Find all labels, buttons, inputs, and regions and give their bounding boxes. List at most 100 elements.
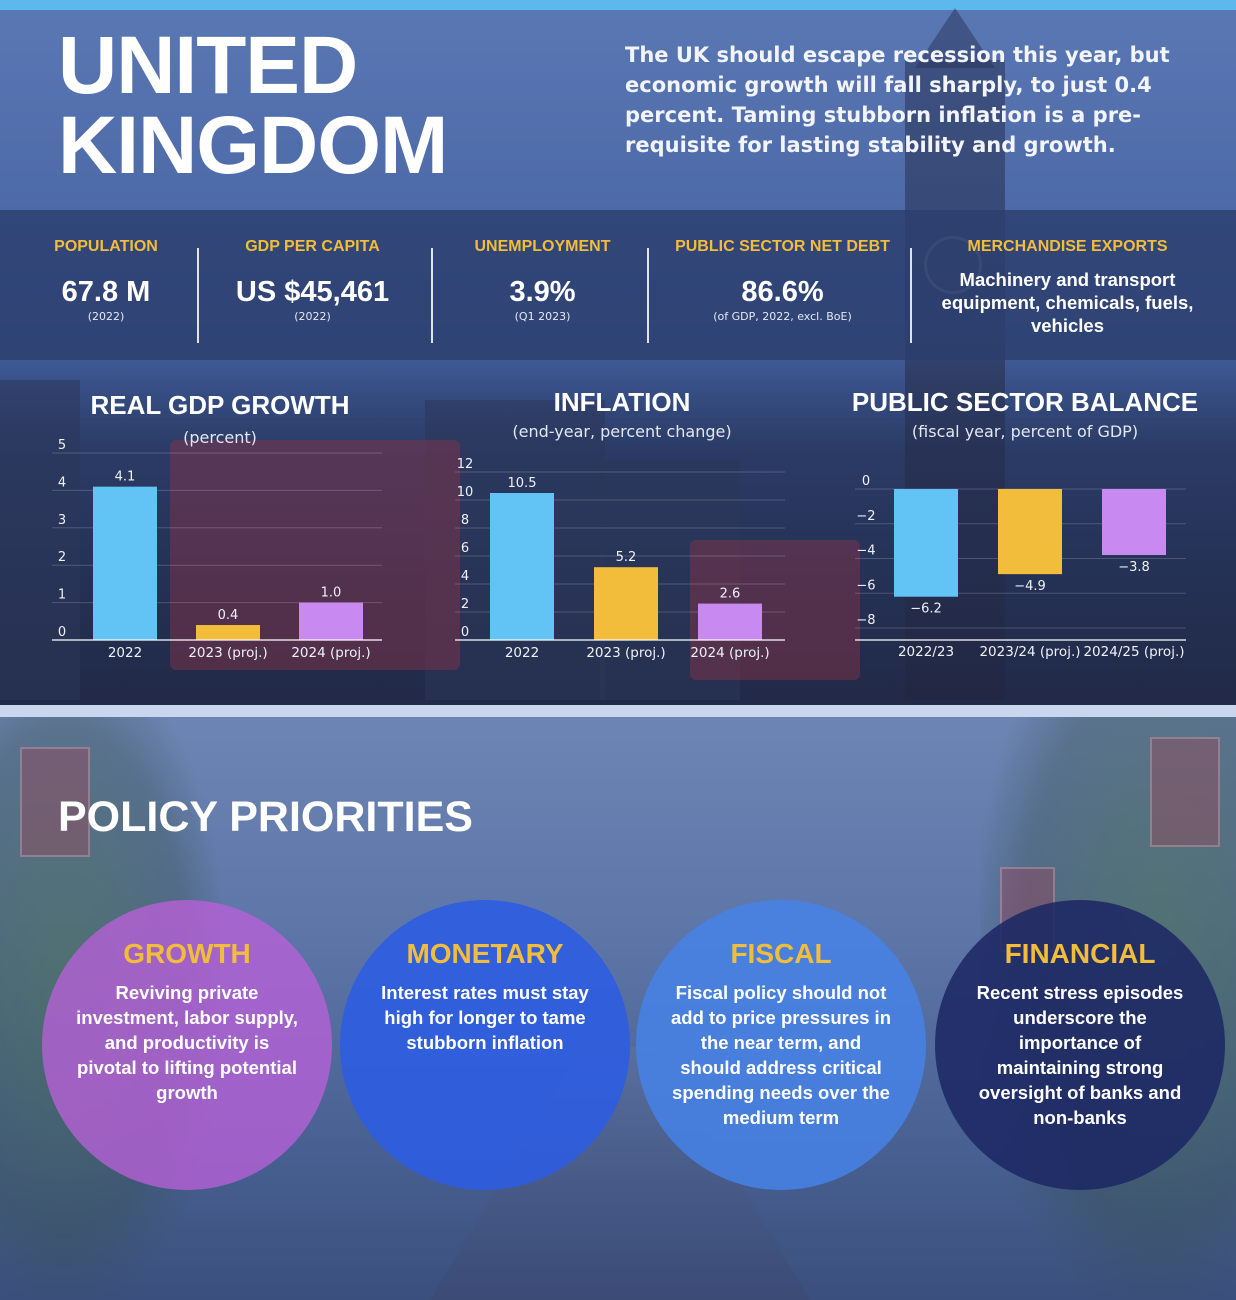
policy-text: Interest rates must stay high for longer… bbox=[381, 982, 589, 1053]
stat-note: (2022) bbox=[294, 310, 331, 323]
policy-section: POLICY PRIORITIES GROWTH Reviving privat… bbox=[0, 717, 1236, 1300]
y-tick-label: −2 bbox=[856, 509, 875, 524]
top-accent-stripe bbox=[0, 0, 1236, 10]
policy-heading: FINANCIAL bbox=[1004, 938, 1156, 969]
balance-chart-subtitle: (fiscal year, percent of GDP) bbox=[911, 422, 1139, 441]
stat-label: POPULATION bbox=[54, 238, 158, 255]
stat-divider bbox=[910, 248, 912, 343]
policy-heading: GROWTH bbox=[123, 938, 251, 969]
policy-heading: MONETARY bbox=[406, 938, 564, 969]
x-tick-label: 2024/25 (proj.) bbox=[1083, 644, 1184, 660]
x-tick-label: 2024 (proj.) bbox=[690, 645, 769, 661]
y-tick-label: 6 bbox=[461, 541, 469, 556]
bar-2024-proj- bbox=[299, 602, 363, 640]
stat-public-debt: PUBLIC SECTOR NET DEBT 86.6% (of GDP, 20… bbox=[660, 210, 905, 360]
x-tick-label: 2024 (proj.) bbox=[291, 645, 370, 661]
x-tick-label: 2023/24 (proj.) bbox=[979, 644, 1080, 660]
section-separator bbox=[0, 705, 1236, 717]
stat-label: GDP PER CAPITA bbox=[245, 238, 380, 255]
union-flag-decoration bbox=[20, 747, 90, 857]
union-flag-decoration bbox=[1150, 737, 1220, 847]
bar-2023-24-proj- bbox=[998, 489, 1062, 575]
stat-label: MERCHANDISE EXPORTS bbox=[967, 238, 1168, 255]
y-tick-label: −4 bbox=[856, 544, 875, 559]
data-label: 0.4 bbox=[218, 608, 239, 623]
bar-2022-23 bbox=[894, 489, 958, 597]
stat-divider bbox=[431, 248, 433, 343]
policy-text: Recent stress episodes underscore the im… bbox=[976, 982, 1184, 1128]
stat-note: (Q1 2023) bbox=[514, 310, 571, 323]
bar-2024-proj- bbox=[698, 603, 762, 640]
y-tick-label: −6 bbox=[856, 578, 875, 593]
y-tick-label: 12 bbox=[457, 457, 474, 472]
y-tick-label: 8 bbox=[461, 513, 469, 528]
stat-note: (of GDP, 2022, excl. BoE) bbox=[713, 310, 852, 323]
y-tick-label: 4 bbox=[461, 569, 469, 584]
inflation-chart-title: INFLATION bbox=[553, 387, 691, 417]
stat-note: (2022) bbox=[87, 310, 125, 323]
stat-value: US $45,461 bbox=[235, 276, 390, 308]
y-tick-label: 0 bbox=[461, 625, 469, 640]
y-tick-label: 0 bbox=[862, 474, 870, 489]
stat-exports: MERCHANDISE EXPORTS Machinery and transp… bbox=[935, 210, 1200, 360]
stat-population: POPULATION 67.8 M (2022) bbox=[30, 210, 182, 360]
y-tick-label: 2 bbox=[58, 550, 66, 565]
data-label: −6.2 bbox=[910, 602, 942, 617]
y-tick-label: 1 bbox=[58, 588, 66, 603]
header-section: UNITED KINGDOM The UK should escape rece… bbox=[0, 0, 1236, 705]
data-label: −3.8 bbox=[1118, 560, 1150, 575]
y-tick-label: 4 bbox=[58, 475, 66, 490]
y-tick-label: −8 bbox=[856, 613, 875, 628]
policy-text: Reviving private investment, labor suppl… bbox=[76, 982, 298, 1103]
stat-label: PUBLIC SECTOR NET DEBT bbox=[675, 238, 890, 255]
x-tick-label: 2023 (proj.) bbox=[586, 645, 665, 661]
title-line-2: KINGDOM bbox=[58, 100, 448, 191]
stat-value: 86.6% bbox=[741, 276, 824, 308]
y-tick-label: 5 bbox=[58, 438, 66, 453]
data-label: 1.0 bbox=[321, 586, 342, 601]
bar-2023-proj- bbox=[196, 625, 260, 640]
y-tick-label: 3 bbox=[58, 513, 66, 528]
stat-value: 67.8 M bbox=[61, 276, 151, 308]
policy-fiscal-circle: FISCAL Fiscal policy should not add to p… bbox=[636, 900, 926, 1190]
x-tick-label: 2022 bbox=[505, 645, 539, 661]
policy-financial-circle: FINANCIAL Recent stress episodes undersc… bbox=[935, 900, 1225, 1190]
x-tick-label: 2022 bbox=[108, 645, 142, 661]
stat-divider bbox=[647, 248, 649, 343]
y-tick-label: 10 bbox=[457, 485, 474, 500]
bar-2022 bbox=[93, 486, 157, 640]
policy-heading: FISCAL bbox=[730, 938, 832, 969]
building-decoration bbox=[0, 380, 80, 700]
x-tick-label: 2022/23 bbox=[898, 644, 954, 660]
page-title: UNITED KINGDOM bbox=[58, 25, 448, 191]
data-label: 4.1 bbox=[115, 470, 136, 485]
stat-unemployment: UNEMPLOYMENT 3.9% (Q1 2023) bbox=[445, 210, 640, 360]
y-tick-label: 0 bbox=[58, 625, 66, 640]
data-label: 10.5 bbox=[508, 476, 537, 491]
gdp-chart-title: REAL GDP GROWTH bbox=[90, 390, 350, 420]
policy-priorities-title: POLICY PRIORITIES bbox=[58, 793, 473, 841]
tower-spire-decoration bbox=[915, 8, 995, 68]
stat-gdp-per-capita: GDP PER CAPITA US $45,461 (2022) bbox=[210, 210, 415, 360]
data-label: 2.6 bbox=[720, 587, 741, 602]
bar-2023-proj- bbox=[594, 567, 658, 640]
stat-value: 3.9% bbox=[509, 276, 576, 308]
stat-text: Machinery and transport equipment, chemi… bbox=[941, 269, 1194, 336]
stat-label: UNEMPLOYMENT bbox=[474, 238, 611, 255]
intro-text: The UK should escape recession this year… bbox=[625, 43, 1170, 157]
x-tick-label: 2023 (proj.) bbox=[188, 645, 267, 661]
gdp-chart-subtitle: (percent) bbox=[183, 428, 257, 447]
balance-chart-title: PUBLIC SECTOR BALANCE bbox=[851, 387, 1199, 417]
data-label: −4.9 bbox=[1014, 579, 1046, 594]
policy-growth-circle: GROWTH Reviving private investment, labo… bbox=[42, 900, 332, 1190]
data-label: 5.2 bbox=[616, 550, 637, 565]
policy-text: Fiscal policy should not add to price pr… bbox=[670, 982, 891, 1128]
bar-2024-25-proj- bbox=[1102, 489, 1166, 556]
y-tick-label: 2 bbox=[461, 597, 469, 612]
key-stats-band: POPULATION 67.8 M (2022) GDP PER CAPITA … bbox=[0, 210, 1236, 360]
policy-monetary-circle: MONETARY Interest rates must stay high f… bbox=[340, 900, 630, 1190]
bar-2022 bbox=[490, 493, 554, 640]
inflation-chart-subtitle: (end-year, percent change) bbox=[512, 422, 732, 441]
stat-divider bbox=[197, 248, 199, 343]
